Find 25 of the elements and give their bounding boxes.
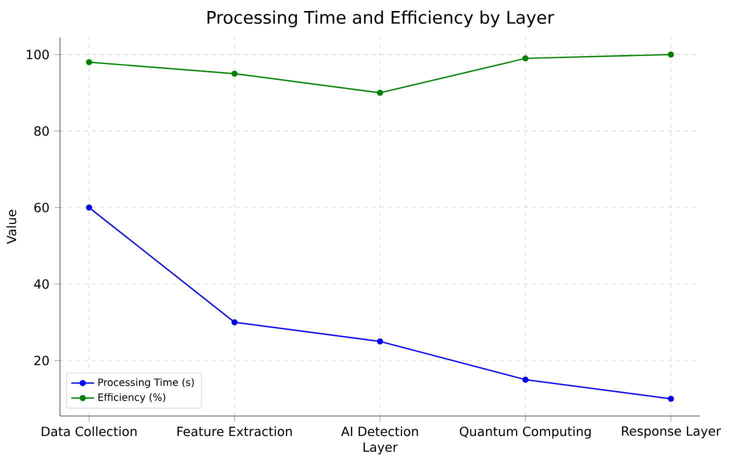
point	[522, 55, 529, 62]
point	[668, 396, 674, 402]
y-tick-label: 40	[34, 279, 49, 289]
point	[522, 376, 529, 383]
x-tick-label: Data Collection	[42, 426, 136, 436]
y-axis-title: Value	[6, 210, 16, 244]
point	[231, 70, 238, 77]
x-tick-label: Quantum Computing	[460, 426, 591, 439]
point	[668, 51, 674, 58]
y-tick-label: 60	[34, 202, 49, 212]
y-tick-label: 20	[34, 356, 49, 366]
chart-title: Processing Time and Efficiency by Layer	[208, 10, 554, 28]
y-tick-label: 80	[34, 126, 49, 136]
point	[231, 319, 238, 326]
x-tick-label: AI Detection	[341, 426, 418, 436]
legend-label: Processing Time (s)	[98, 378, 194, 388]
legend-label: Efficiency (%)	[98, 393, 166, 403]
point	[376, 338, 384, 344]
point	[86, 59, 92, 66]
x-tick-label: Feature Extraction	[178, 426, 292, 436]
y-tick-label: 100	[26, 50, 49, 60]
point	[86, 204, 92, 211]
x-tick-label: Response Layer	[622, 426, 721, 438]
x-axis-title: Layer	[364, 442, 398, 454]
point	[376, 90, 384, 96]
